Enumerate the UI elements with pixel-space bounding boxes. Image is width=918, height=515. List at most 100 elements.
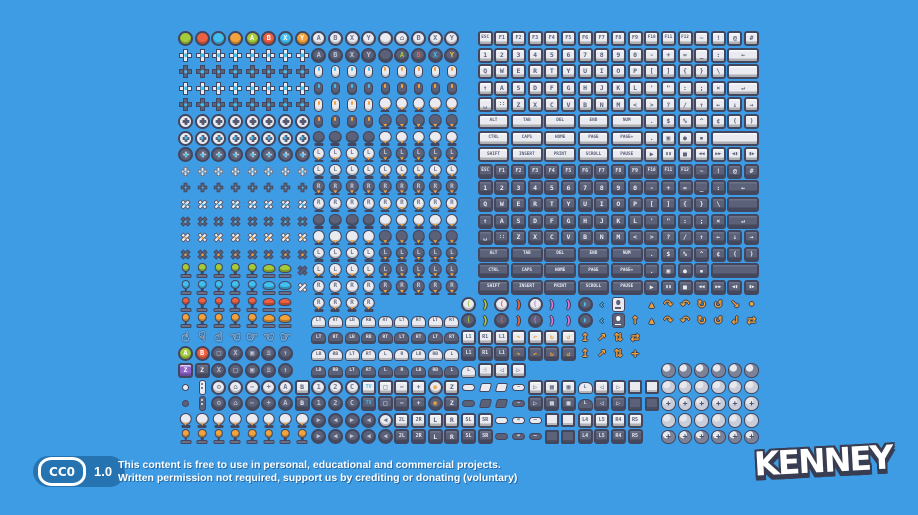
key-glyph: [ [644,197,660,212]
analog-stick-icon [394,130,409,146]
key-l1: L1 [494,329,510,345]
trackball-icon [744,379,759,395]
dpad-small-icon [261,164,276,179]
analog-stick-icon [444,97,459,113]
analog-stick-icon [178,412,193,428]
dpad-diagonal-icon [195,214,210,229]
key-f11: F11 [660,163,676,179]
key-glyph: ^ [694,114,710,129]
analog-stick-icon [361,213,376,229]
dpad-icon [178,97,193,112]
key-glyph: ^ [694,246,710,262]
dpad-round-icon [277,130,293,146]
key-glyph: ▶ [644,280,660,295]
button-dark: ( [461,313,477,329]
dpad-small-icon [195,164,210,179]
gamepad-face-button: X [277,31,293,46]
analog-stick-icon: L [411,163,426,179]
button-light: B [411,31,427,46]
license-version: 1.0 [94,464,113,479]
dpad-icon [178,48,193,63]
key-glyph: + [660,180,676,196]
key-n: N [594,230,610,246]
mouse-icon [411,81,426,96]
key-glyph: → [744,230,760,246]
key-glyph: $ [660,246,676,262]
gesture-arrow-icon: ▴ [648,297,655,311]
dpad-icon [178,64,193,79]
dpad-icon [278,48,293,63]
analog-stick-icon [328,130,343,146]
key-glyph: ▷ [511,363,526,378]
joystick-icon [211,263,226,279]
dpad-icon [211,81,226,96]
hand-cursor-icon: ☞ [246,329,258,345]
license-line2: Written permission not required, support… [118,471,518,484]
key-glyph: ↺ [560,329,576,345]
key-q: Q [477,197,493,212]
key-glyph: ▷ [610,379,626,395]
analog-stick-icon: R [361,280,376,295]
button-dark: ▶ [311,429,327,445]
dpad-small-icon [295,180,310,195]
dpad-icon [228,97,243,112]
gesture-arrow-icon: ↥ [580,347,590,361]
square-button-icon [628,380,643,395]
key-6: 6 [560,180,576,196]
key-3: 3 [511,180,526,196]
key-end: END [577,246,610,262]
dpad-small-icon [228,180,243,195]
mouse-icon [378,64,393,79]
button-dark: □ [211,346,227,362]
key-glyph: ↻ [544,346,560,362]
dpad-small-icon [295,164,310,179]
key-glyph: ↑ [694,97,710,113]
key-7: 7 [577,47,593,63]
pill-button-icon: ⋯ [528,429,543,444]
key-pause: PAUSE [610,147,643,163]
analog-stick-icon [411,114,426,129]
square-button-icon [544,429,559,444]
key-glyph: # [744,31,760,46]
key-glyph: ! [710,163,726,179]
dpad-small-icon [261,180,276,195]
key-glyph: ; [694,213,710,229]
key-1: 1 [477,47,493,63]
dpad-round-icon [194,130,210,146]
key-f1: F1 [494,31,510,46]
shoulder-button-icon: R [394,346,410,361]
button-dark: ▣ [244,346,260,362]
dpad-icon [261,81,276,96]
dpad-diagonal-icon [295,280,310,295]
key-glyph: ¢ [710,246,726,262]
analog-stick-icon [394,114,409,129]
key-v: V [560,230,576,246]
dpad-icon [195,64,210,79]
trackball-icon: + [711,396,726,411]
joystick-icon [211,296,226,312]
analog-stick-icon: L [345,246,360,262]
dpad-small-icon [178,164,193,179]
button-dark: X [227,346,243,362]
shoulder-button-icon: L [444,363,460,378]
analog-stick-icon: L [328,263,343,279]
key-a: A [494,213,510,229]
key-glyph: ▶▶ [710,280,726,295]
key-r5: R5 [627,412,643,428]
button-dark: ⚙ [211,396,227,412]
dpad-icon [295,81,310,96]
dpad-icon [245,81,260,96]
mouse-icon [361,81,376,96]
key-l: L [427,412,443,428]
trackball-icon: + [711,429,726,445]
analog-stick-icon: R [345,280,360,295]
trackball-icon: + [677,429,693,445]
trackball-icon [677,363,693,378]
button-dark: 1 [311,396,327,412]
joystick-icon [178,313,193,329]
dpad-round-icon [277,114,293,129]
dpad-diagonal-icon [261,247,276,262]
joystick-icon [195,429,210,445]
key-glyph: ; [694,80,710,96]
